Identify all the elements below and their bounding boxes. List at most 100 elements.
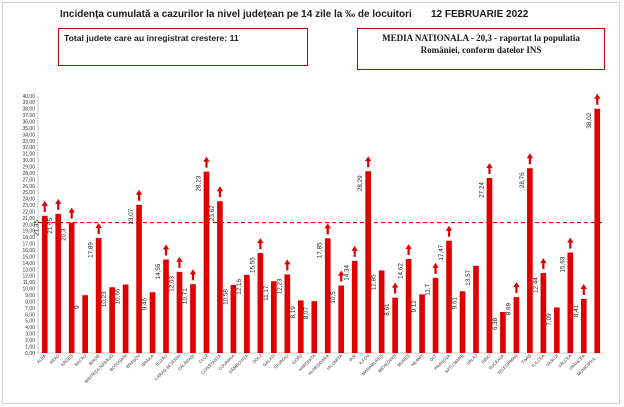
bar	[297, 300, 304, 353]
increase-arrow-icon	[445, 225, 453, 237]
data-label: 7,09	[546, 313, 553, 326]
y-tick-label: 12,00	[22, 274, 35, 280]
data-label: 8,61	[384, 303, 391, 316]
data-label: 11,17	[263, 285, 270, 301]
bar	[109, 287, 115, 353]
bar	[324, 238, 331, 353]
x-tick-label: TIMIȘ	[520, 353, 532, 365]
data-label: 23,07	[128, 208, 135, 224]
data-label: 9,46	[142, 298, 149, 311]
y-tick-label: 39,00	[22, 100, 35, 106]
increase-arrow-icon	[391, 282, 399, 294]
y-tick-label: 25,00	[22, 190, 35, 196]
x-tick-label: IAȘI	[348, 353, 357, 362]
y-tick-label: 2,00	[25, 338, 35, 344]
bar	[527, 168, 533, 353]
y-tick-label: 1,00	[25, 344, 35, 350]
data-label: 23,62	[209, 205, 216, 221]
bar	[513, 297, 520, 353]
x-tick-label: OLT	[429, 353, 438, 362]
bar	[338, 285, 345, 353]
bar	[163, 259, 169, 353]
data-label: 17,85	[317, 242, 324, 258]
increase-arrow-icon	[338, 270, 345, 282]
bar	[190, 284, 196, 353]
x-tick-label: CLUJ	[198, 353, 209, 364]
data-label: 15,63	[559, 256, 566, 272]
data-label: 12,63	[168, 275, 175, 291]
increase-arrow-icon	[55, 198, 62, 210]
data-label: 10,66	[115, 288, 122, 304]
y-tick-label: 28,00	[22, 171, 35, 177]
bar	[486, 177, 493, 353]
y-tick-label: 4,00	[25, 325, 35, 331]
bar	[554, 307, 560, 353]
data-label: 9	[74, 305, 81, 309]
bar	[473, 265, 479, 353]
data-label: 17,89	[88, 242, 95, 258]
report-date: 12 FEBRUARIE 2022	[431, 9, 529, 20]
data-label: 10,5	[330, 291, 337, 304]
y-tick-label: 27,00	[22, 177, 35, 183]
x-tick-label: DOLJ	[251, 353, 262, 364]
national-average-box: MEDIA NATIONALA - 20,3 - raportat la pop…	[357, 28, 605, 70]
y-tick-label: 18,00	[22, 235, 35, 241]
increase-arrow-icon	[540, 258, 547, 270]
increase-arrow-icon	[351, 245, 358, 257]
data-label: 8,07	[303, 307, 310, 320]
y-tick-label: 6,00	[25, 312, 35, 318]
increase-count-box: Total judete care au inregistrat crester…	[58, 28, 308, 66]
x-tick-label: TULCEA	[530, 353, 546, 369]
increase-arrow-icon	[567, 237, 574, 249]
increase-count-text: Total judete care au inregistrat crester…	[64, 33, 239, 43]
data-label: 27,24	[478, 182, 485, 198]
data-label: 9,61	[451, 297, 458, 310]
bar	[594, 108, 601, 353]
bar	[203, 171, 210, 353]
bar	[176, 271, 183, 353]
bar	[567, 252, 574, 353]
y-tick-label: 14,00	[22, 261, 35, 267]
bar	[365, 171, 371, 353]
x-tick-label: ARAD	[48, 353, 60, 365]
x-tick-label: BACĂU	[73, 353, 87, 367]
y-tick-label: 40,00	[22, 94, 35, 100]
y-tick-label: 20,00	[22, 222, 35, 228]
national-average-line1: MEDIA NATIONALA - 20,3 - raportat la pop…	[382, 33, 580, 43]
y-tick-label: 30,00	[22, 158, 35, 164]
x-tick-label: BRAȘOV	[125, 353, 141, 369]
bar	[217, 201, 223, 353]
data-label: 9,12	[411, 300, 418, 313]
y-tick-label: 35,00	[22, 126, 35, 132]
bar	[446, 240, 452, 353]
y-tick-label: 37,00	[22, 113, 35, 119]
bar	[392, 297, 398, 353]
bar	[540, 273, 547, 353]
x-tick-label: SĂLAJ	[465, 353, 478, 366]
data-label: 14,55	[155, 263, 162, 279]
increase-arrow-icon	[432, 262, 439, 274]
data-label: 17,47	[438, 244, 445, 260]
increase-arrow-icon	[580, 283, 587, 295]
bar	[271, 281, 277, 353]
bar	[136, 204, 142, 353]
y-tick-label: 22,00	[22, 209, 35, 215]
y-tick-label: 34,00	[22, 132, 35, 138]
bar	[284, 274, 291, 353]
y-tick-label: 17,00	[22, 242, 35, 248]
increase-arrow-icon	[95, 223, 102, 235]
x-tick-label: ALBA	[36, 353, 47, 364]
increase-arrow-icon	[216, 186, 224, 198]
y-tick-label: 26,00	[22, 184, 35, 190]
y-tick-label: 9,00	[25, 293, 35, 299]
y-tick-label: 24,00	[22, 197, 35, 203]
bar	[311, 301, 318, 353]
x-tick-label: GORJ	[291, 353, 303, 365]
data-label: 12,23	[276, 278, 283, 294]
y-tick-label: 10,00	[22, 287, 35, 293]
data-label: 28,23	[195, 175, 202, 191]
bar	[230, 285, 237, 353]
increase-arrow-icon	[189, 269, 197, 281]
data-label: 14,34	[344, 264, 351, 280]
y-tick-label: 11,00	[23, 280, 35, 286]
